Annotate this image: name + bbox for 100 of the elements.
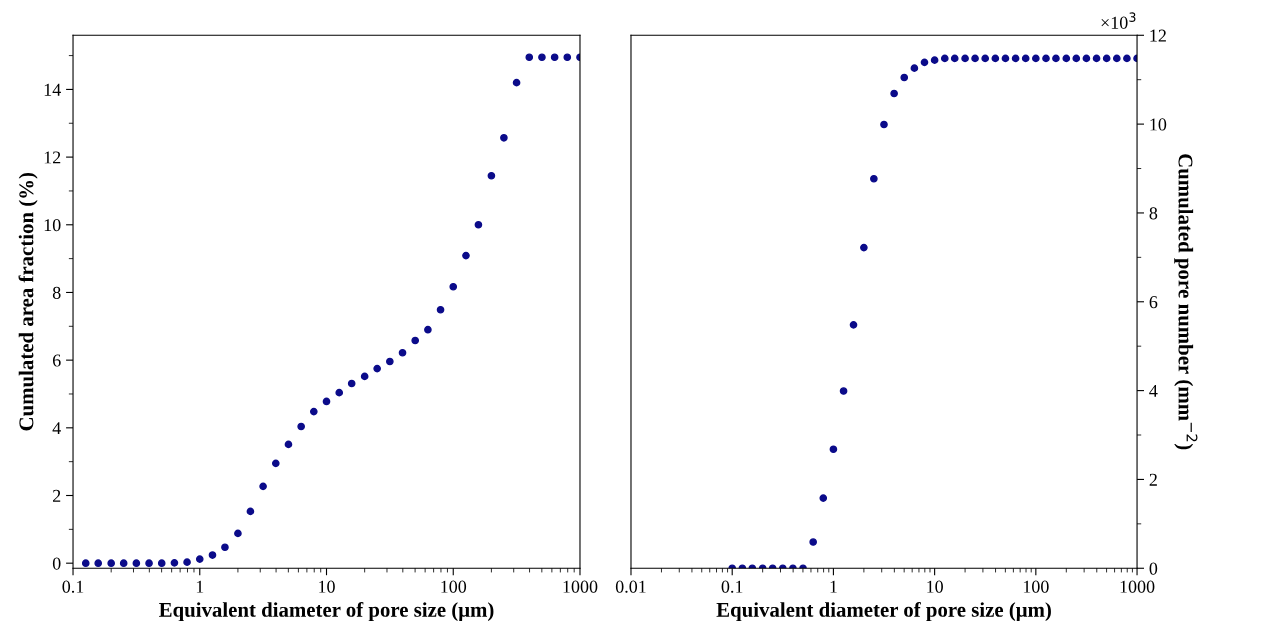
point xyxy=(1062,54,1071,63)
point xyxy=(819,494,828,502)
point xyxy=(373,364,381,373)
y2-tick-label: 4 xyxy=(1149,384,1158,397)
x-tick-label: 10 xyxy=(927,580,943,593)
y2-axis-title: Cumulated pore number (mm$^{−2}$) xyxy=(1174,154,1198,450)
point xyxy=(910,64,919,72)
point xyxy=(1072,54,1081,63)
x-tick-label: 0.1 xyxy=(721,580,743,593)
point xyxy=(145,559,153,568)
point xyxy=(487,171,496,180)
point xyxy=(246,507,255,516)
point xyxy=(259,482,267,491)
point xyxy=(849,321,858,329)
point xyxy=(195,555,204,563)
point xyxy=(1052,54,1060,63)
x-axis-title: Equivalent diameter of pore size (μm) xyxy=(159,602,494,622)
point xyxy=(550,53,559,62)
point xyxy=(347,379,356,388)
point xyxy=(284,440,293,449)
y-tick-label: 12 xyxy=(44,151,61,164)
point xyxy=(880,120,888,129)
x-tick-label: 10 xyxy=(319,580,335,593)
x-tick-label: 100 xyxy=(1023,580,1049,593)
point xyxy=(1112,54,1121,63)
y2-tick-label: 12 xyxy=(1150,29,1166,42)
point xyxy=(183,558,191,566)
point xyxy=(1123,54,1131,63)
y-tick-label: 14 xyxy=(44,83,61,96)
point xyxy=(1001,54,1010,63)
point xyxy=(271,459,280,468)
point xyxy=(386,357,394,366)
x-tick-label: 1 xyxy=(830,580,837,593)
point xyxy=(322,397,331,406)
point xyxy=(920,58,929,67)
point xyxy=(940,54,949,63)
point xyxy=(297,422,305,431)
y-tick-label: 8 xyxy=(52,286,61,299)
y-tick-label: 0 xyxy=(52,557,61,570)
point xyxy=(170,559,179,567)
point xyxy=(94,559,103,568)
y-axis-title: Cumulated area fraction (%) xyxy=(18,172,38,431)
point xyxy=(411,336,420,345)
point xyxy=(157,559,166,568)
point xyxy=(132,559,141,568)
y-tick-label: 2 xyxy=(52,489,61,502)
point xyxy=(829,445,838,454)
y-tick-label: 4 xyxy=(52,422,61,435)
y2-tick-label: 2 xyxy=(1149,473,1157,486)
point xyxy=(1042,54,1050,63)
point xyxy=(809,538,817,546)
point xyxy=(360,372,369,381)
point xyxy=(563,53,572,62)
point xyxy=(860,243,868,252)
point xyxy=(971,54,979,63)
point xyxy=(398,348,407,357)
point xyxy=(474,220,483,229)
y2-tick-label: 8 xyxy=(1149,207,1158,220)
point xyxy=(221,543,229,552)
point xyxy=(839,387,848,395)
x-tick-label: 0.1 xyxy=(62,580,84,593)
x-tick-label: 1000 xyxy=(563,580,598,593)
point xyxy=(119,559,128,568)
point xyxy=(1102,54,1111,63)
point xyxy=(208,551,217,559)
point xyxy=(538,53,546,62)
point xyxy=(107,559,116,568)
y2-tick-label: 10 xyxy=(1150,118,1167,131)
point xyxy=(1082,54,1091,63)
point xyxy=(525,53,534,62)
x-tick-label: 100 xyxy=(441,580,467,593)
point xyxy=(900,73,909,82)
point xyxy=(1032,54,1040,63)
point xyxy=(890,89,898,98)
point xyxy=(234,529,242,538)
y2-tick-label: 0 xyxy=(1149,562,1158,575)
point xyxy=(462,251,470,260)
text: ×10$^{3}$ xyxy=(1101,12,1136,29)
point xyxy=(436,305,445,314)
point xyxy=(1092,54,1101,63)
point xyxy=(991,54,1000,63)
y2-tick-label: 6 xyxy=(1149,296,1158,309)
point xyxy=(1021,54,1030,63)
point xyxy=(950,54,959,63)
x-tick-label: 1 xyxy=(196,580,204,593)
x-tick-label: 0.01 xyxy=(615,580,646,593)
point xyxy=(512,78,521,87)
y-tick-label: 6 xyxy=(52,354,61,367)
point xyxy=(81,559,90,568)
x-tick-label: 1000 xyxy=(1120,580,1155,593)
x-axis-title: Equivalent diameter of pore size (μm) xyxy=(716,602,1051,622)
point xyxy=(335,388,344,397)
point xyxy=(1011,54,1020,63)
point xyxy=(961,54,969,63)
point xyxy=(981,54,990,63)
point xyxy=(870,174,878,183)
point xyxy=(424,325,432,334)
point xyxy=(309,407,318,416)
point xyxy=(930,56,939,64)
point xyxy=(449,282,458,291)
